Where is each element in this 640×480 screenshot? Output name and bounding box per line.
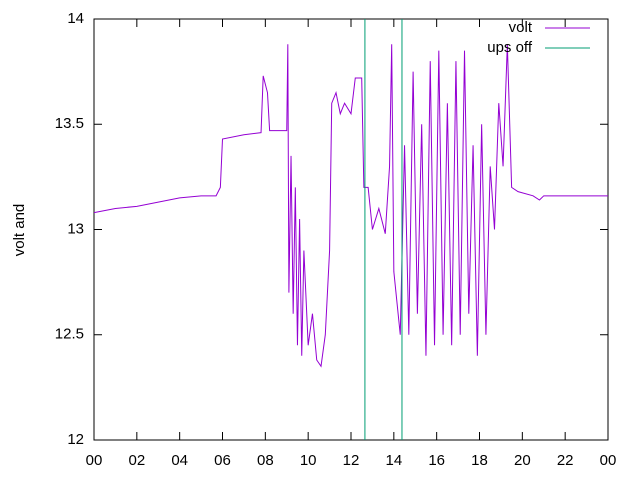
x-tick-label: 00 <box>600 452 617 469</box>
y-tick-label: 14 <box>67 10 84 27</box>
x-tick-label: 12 <box>343 452 360 469</box>
x-tick-label: 08 <box>257 452 274 469</box>
line <box>93 44 608 368</box>
y-tick-label: 13 <box>67 220 84 237</box>
x-tick-label: 04 <box>171 452 188 469</box>
y-tick-label: 12.5 <box>55 326 84 343</box>
legend-label: volt <box>509 19 533 36</box>
x-tick-label: 06 <box>214 452 231 469</box>
x-tick-label: 00 <box>86 452 103 469</box>
x-tick-label: 02 <box>128 452 145 469</box>
y-tick-label: 13.5 <box>55 115 84 132</box>
x-tick-label: 20 <box>514 452 531 469</box>
x-tick-label: 18 <box>471 452 488 469</box>
x-tick-label: 16 <box>428 452 445 469</box>
x-tick-label: 22 <box>557 452 574 469</box>
legend-label: ups off <box>487 39 533 56</box>
y-tick-label: 12 <box>67 431 84 448</box>
y-axis-label: volt and <box>11 204 28 257</box>
x-tick-label: 10 <box>300 452 317 469</box>
plot-frame <box>93 18 609 441</box>
x-tick-label: 14 <box>385 452 402 469</box>
